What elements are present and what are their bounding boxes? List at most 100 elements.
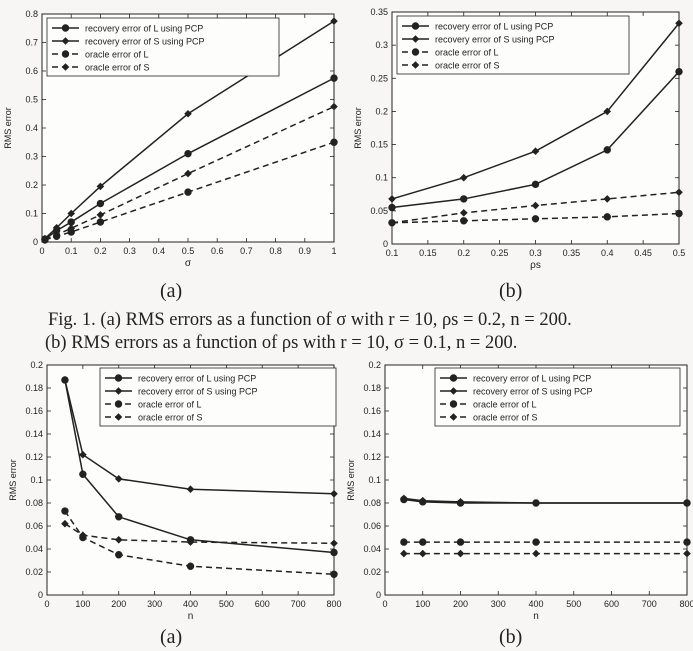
subfigure-label-top-left: (a) <box>160 280 183 302</box>
y-axis-label: RMS error <box>3 107 13 149</box>
data-point <box>115 513 123 521</box>
legend: recovery error of L using PCP recovery er… <box>434 367 681 427</box>
x-tick-label: 0 <box>39 246 44 256</box>
x-tick-label: 0.3 <box>123 246 136 256</box>
x-tick-label: 0 <box>382 599 387 609</box>
x-tick-label: 0.5 <box>673 248 686 258</box>
data-point <box>52 223 61 232</box>
legend-label: oracle error of L <box>85 50 149 60</box>
y-tick-label: 0.12 <box>25 452 43 462</box>
legend-marker <box>61 24 70 32</box>
data-point <box>184 169 192 178</box>
data-point <box>460 195 468 203</box>
data-point <box>184 188 192 196</box>
data-point <box>456 498 465 506</box>
legend-marker <box>61 63 70 71</box>
legend-marker <box>449 387 458 395</box>
x-tick-label: 0.6 <box>211 246 224 256</box>
y-tick-label: 0.14 <box>25 429 43 439</box>
data-point <box>96 211 105 219</box>
x-tick-label: 0.45 <box>634 248 652 258</box>
x-tick-label: 300 <box>491 599 506 609</box>
x-tick-label: 100 <box>415 599 430 609</box>
data-point <box>531 180 540 189</box>
y-tick-label: 0.06 <box>363 521 381 531</box>
y-tick-label: 0.2 <box>25 180 38 190</box>
data-point <box>456 538 465 546</box>
legend-label: recovery error of L using PCP <box>435 22 553 32</box>
legend-label: recovery error of S using PCP <box>435 35 555 45</box>
x-tick-label: 0.7 <box>240 246 253 256</box>
data-point <box>79 531 87 539</box>
legend-marker <box>61 50 70 58</box>
subfigure-label-top-right: (b) <box>499 280 523 302</box>
x-tick-label: 0.1 <box>65 246 78 256</box>
legend-marker <box>449 413 458 421</box>
data-point <box>330 17 338 25</box>
x-tick-label: 0.15 <box>419 248 437 258</box>
data-point <box>418 549 427 558</box>
x-tick-label: 0.9 <box>299 246 312 256</box>
y-tick-label: 0.6 <box>25 66 38 76</box>
x-axis-label: σ <box>185 258 192 269</box>
x-tick-label: 400 <box>528 599 543 609</box>
y-tick-label: 0.06 <box>25 521 43 531</box>
legend-label: oracle error of S <box>85 63 150 73</box>
y-tick-label: 0.08 <box>25 498 43 508</box>
x-axis-label: ρs <box>530 260 541 271</box>
legend: recovery error of L using PCP recovery er… <box>46 17 280 77</box>
data-point <box>388 218 396 227</box>
x-tick-label: 0.35 <box>563 248 581 258</box>
x-tick-label: 800 <box>326 599 341 609</box>
x-tick-label: 500 <box>566 599 581 609</box>
subfigure-label-bottom-left: (a) <box>160 626 183 648</box>
legend-label: oracle error of L <box>473 400 537 410</box>
figure-caption: Fig. 1. (a) RMS errors as a function of … <box>0 308 693 356</box>
data-point <box>418 496 427 505</box>
x-tick-label: 800 <box>679 599 693 609</box>
y-tick-label: 0.02 <box>25 567 43 577</box>
legend-label: recovery error of L using PCP <box>473 374 591 384</box>
y-axis-label: RMS error <box>8 459 18 501</box>
data-point <box>532 538 540 546</box>
legend-label: recovery error of S using PCP <box>85 37 205 47</box>
y-tick-label: 0 <box>33 237 38 247</box>
x-tick-label: 0.4 <box>601 248 614 258</box>
y-tick-label: 0.18 <box>363 383 381 393</box>
y-tick-label: 0.05 <box>370 206 388 216</box>
data-point <box>186 485 195 493</box>
legend: recovery error of L using PCP recovery er… <box>396 15 630 75</box>
data-point <box>531 215 540 223</box>
y-tick-label: 0 <box>376 590 381 600</box>
y-tick-label: 0.16 <box>363 406 381 416</box>
data-point <box>114 536 123 544</box>
data-point <box>675 67 683 76</box>
y-tick-label: 0.2 <box>30 360 43 370</box>
y-tick-label: 0.25 <box>370 73 388 83</box>
data-point <box>67 218 75 226</box>
y-tick-label: 0.04 <box>25 544 43 554</box>
x-tick-label: 0.1 <box>386 248 399 258</box>
legend-marker <box>411 48 420 56</box>
legend-label: recovery error of S using PCP <box>138 387 258 397</box>
y-tick-label: 0 <box>383 239 388 249</box>
y-axis-label: RMS error <box>353 107 363 149</box>
data-point <box>400 549 408 558</box>
x-tick-label: 200 <box>453 599 468 609</box>
y-tick-label: 0.1 <box>375 173 388 183</box>
data-point <box>459 209 468 217</box>
y-tick-label: 0.2 <box>375 106 388 116</box>
data-point <box>603 146 611 154</box>
legend-marker <box>411 61 420 69</box>
data-point <box>400 538 408 546</box>
legend-marker <box>449 400 458 408</box>
y-tick-label: 0.14 <box>363 429 381 439</box>
data-point <box>683 538 691 546</box>
data-point <box>61 519 69 528</box>
data-point <box>96 218 105 226</box>
series-1 <box>388 67 683 212</box>
y-tick-label: 0.12 <box>363 452 381 462</box>
y-tick-label: 0.7 <box>25 38 38 48</box>
x-tick-label: 600 <box>604 599 619 609</box>
chart-bottom-right-svg: 0 100 200 300 400 500 600 700 800 0 0.02 0.04 0.06 0.… <box>346 360 693 622</box>
